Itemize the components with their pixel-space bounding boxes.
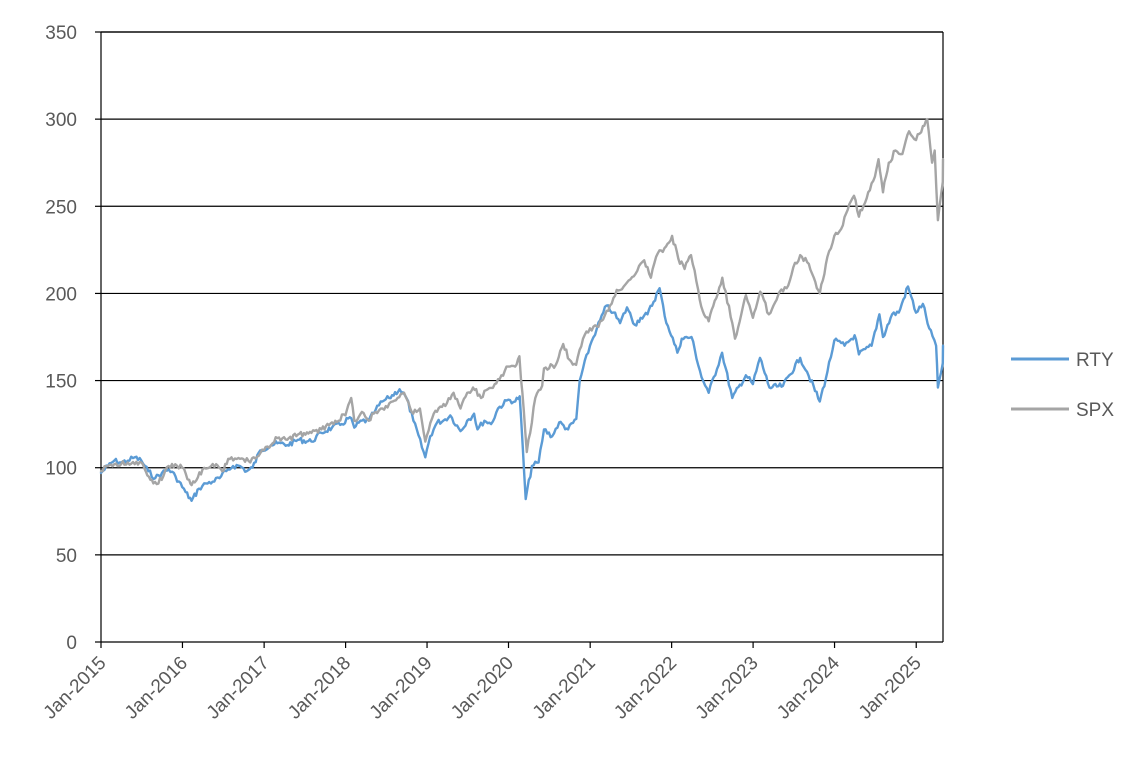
y-tick-label: 0	[66, 633, 77, 654]
legend: RTY SPX	[1011, 350, 1114, 421]
series-line-spx	[99, 117, 945, 487]
series-lines	[99, 117, 945, 502]
y-tick-label: 250	[45, 197, 77, 218]
x-tick-label: Jan-2017	[203, 653, 274, 724]
x-tick-label: Jan-2020	[447, 653, 518, 724]
y-tick-label: 350	[45, 23, 77, 44]
series-line-rty	[99, 285, 945, 502]
x-tick-label: Jan-2021	[529, 653, 600, 724]
x-tick-label: Jan-2022	[610, 653, 681, 724]
gridlines	[101, 31, 943, 556]
x-tick-label: Jan-2025	[855, 653, 926, 724]
y-tick-label: 300	[45, 110, 77, 131]
x-tick-label: Jan-2016	[121, 653, 192, 724]
y-tick-label: 100	[45, 459, 77, 480]
x-tick-label: Jan-2018	[284, 653, 355, 724]
x-tick-label: Jan-2019	[366, 653, 437, 724]
y-tick-label: 50	[56, 546, 77, 567]
x-tick-label: Jan-2024	[773, 652, 844, 723]
legend-label-spx: SPX	[1076, 400, 1114, 421]
legend-label-rty: RTY	[1076, 350, 1114, 371]
x-tick-label: Jan-2015	[40, 653, 111, 724]
y-tick-label: 150	[45, 372, 77, 393]
x-tick-label: Jan-2023	[692, 653, 763, 724]
y-tick-label: 200	[45, 284, 77, 305]
